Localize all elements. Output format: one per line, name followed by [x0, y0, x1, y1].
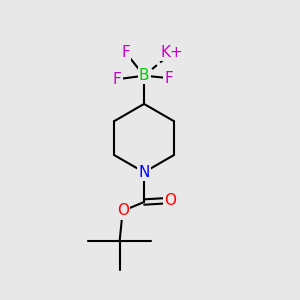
Text: N: N [138, 165, 150, 180]
Text: K+: K+ [161, 45, 184, 60]
Text: O: O [164, 193, 176, 208]
Text: F: F [121, 45, 130, 60]
Text: F: F [113, 72, 122, 87]
Text: O: O [117, 203, 129, 218]
Text: F: F [164, 70, 173, 86]
Text: B: B [139, 68, 149, 83]
